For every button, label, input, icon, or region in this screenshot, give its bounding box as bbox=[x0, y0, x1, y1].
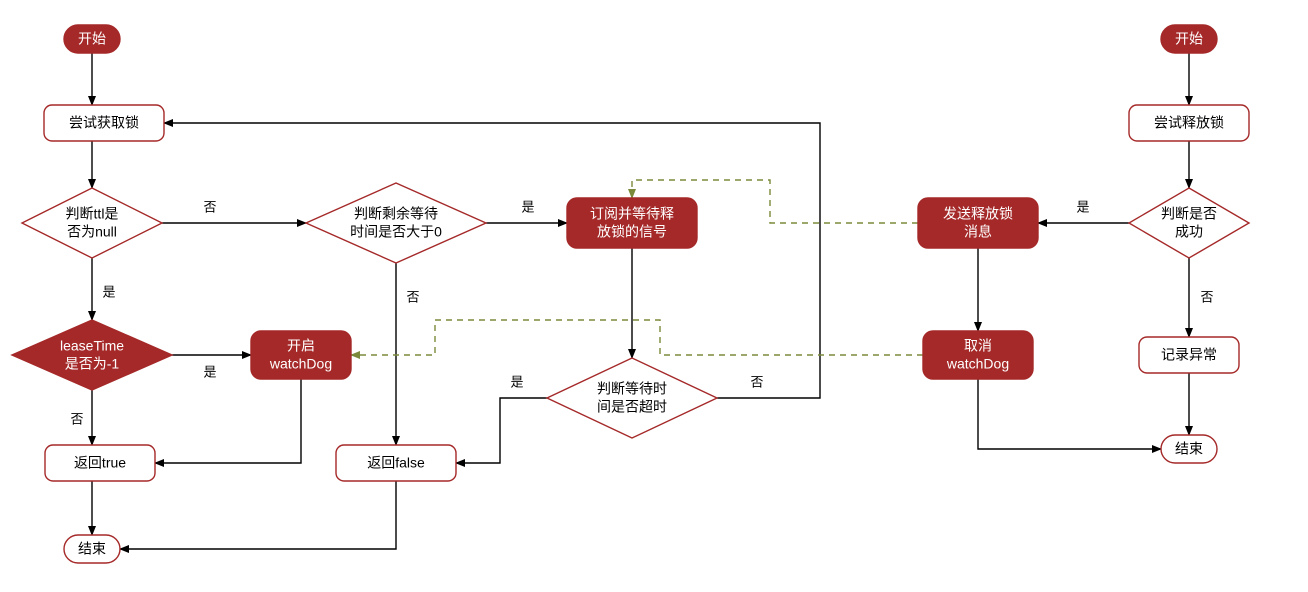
edges-layer: 是否否是否是是否是否 bbox=[70, 53, 1213, 549]
flowchart: 是否否是否是是否是否开始尝试获取锁判断ttl是否为nullleaseTime是否… bbox=[0, 0, 1308, 592]
nodes-layer: 开始尝试获取锁判断ttl是否为null leaseTime 是否为-1 开启 watch… bbox=[12, 25, 1249, 563]
edge-label-e10: 是 bbox=[521, 199, 534, 214]
edge-label-e4: 否 bbox=[203, 199, 216, 214]
node-subscribe: 订阅并等待释放锁的信号 bbox=[567, 198, 697, 248]
node-startWatchdog: 开启 watchDog bbox=[251, 331, 351, 379]
edge-e7 bbox=[155, 379, 301, 463]
svg-text:记录异常: 记录异常 bbox=[1161, 347, 1217, 363]
svg-text:返回true: 返回true bbox=[74, 455, 126, 471]
svg-text:取消: 取消 bbox=[964, 338, 992, 354]
node-waitGt0: 判断剩余等待时间是否大于0 bbox=[306, 183, 486, 263]
svg-text:结束: 结束 bbox=[78, 541, 106, 557]
svg-text:leaseTime: leaseTime bbox=[60, 338, 124, 354]
svg-text:发送释放锁: 发送释放锁 bbox=[943, 206, 1013, 222]
node-isSuccess: 判断是否成功 bbox=[1129, 188, 1249, 258]
svg-text:尝试释放锁: 尝试释放锁 bbox=[1154, 115, 1224, 131]
svg-text:订阅并等待释: 订阅并等待释 bbox=[590, 206, 674, 222]
node-tryLock: 尝试获取锁 bbox=[44, 105, 164, 141]
edge-e21 bbox=[978, 379, 1161, 449]
node-logErr: 记录异常 bbox=[1139, 337, 1239, 373]
node-returnTrue: 返回true bbox=[45, 445, 155, 481]
svg-text:判断剩余等待: 判断剩余等待 bbox=[354, 206, 438, 222]
svg-text:间是否超时: 间是否超时 bbox=[597, 399, 667, 415]
svg-text:返回false: 返回false bbox=[367, 455, 425, 471]
edge-label-e3: 是 bbox=[102, 284, 115, 299]
node-timeout: 判断等待时间是否超时 bbox=[547, 358, 717, 438]
edge-label-e6: 是 bbox=[203, 364, 216, 379]
svg-text:判断是否: 判断是否 bbox=[1161, 206, 1217, 222]
node-leaseTime: leaseTime 是否为-1 bbox=[12, 320, 172, 390]
edge-label-e17: 是 bbox=[1076, 199, 1089, 214]
node-end2: 结束 bbox=[1161, 435, 1217, 463]
svg-text:判断等待时: 判断等待时 bbox=[597, 381, 667, 397]
edge-label-e12: 是 bbox=[510, 374, 523, 389]
node-tryRelease: 尝试释放锁 bbox=[1129, 105, 1249, 141]
svg-text:时间是否大于0: 时间是否大于0 bbox=[350, 224, 442, 240]
node-sendRelease: 发送释放锁消息 bbox=[918, 198, 1038, 248]
edge-label-e5: 否 bbox=[70, 411, 83, 426]
svg-text:结束: 结束 bbox=[1175, 441, 1203, 457]
edge-label-e14: 否 bbox=[750, 374, 763, 389]
svg-text:尝试获取锁: 尝试获取锁 bbox=[69, 115, 139, 131]
edge-label-e18: 否 bbox=[1200, 289, 1213, 304]
node-returnFalse: 返回false bbox=[336, 445, 456, 481]
svg-text:成功: 成功 bbox=[1175, 224, 1203, 240]
svg-text:是否为-1: 是否为-1 bbox=[65, 356, 120, 372]
svg-text:判断ttl是: 判断ttl是 bbox=[66, 206, 119, 222]
svg-text:开始: 开始 bbox=[1175, 31, 1203, 47]
node-ttlNull: 判断ttl是否为null bbox=[22, 188, 162, 258]
svg-text:watchDog: watchDog bbox=[946, 356, 1009, 372]
edge-d2 bbox=[351, 320, 923, 355]
edge-e12 bbox=[456, 398, 547, 463]
node-cancelWd: 取消 watchDog bbox=[923, 331, 1033, 379]
svg-text:watchDog: watchDog bbox=[269, 356, 332, 372]
svg-text:放锁的信号: 放锁的信号 bbox=[597, 224, 667, 240]
svg-text:开始: 开始 bbox=[78, 31, 106, 47]
svg-text:消息: 消息 bbox=[964, 224, 992, 240]
svg-text:开启: 开启 bbox=[287, 338, 315, 354]
node-start1: 开始 bbox=[64, 25, 120, 53]
node-end1: 结束 bbox=[64, 535, 120, 563]
edge-e13 bbox=[120, 481, 396, 549]
svg-text:否为null: 否为null bbox=[67, 224, 117, 240]
edge-label-e9: 否 bbox=[406, 289, 419, 304]
node-start2: 开始 bbox=[1161, 25, 1217, 53]
